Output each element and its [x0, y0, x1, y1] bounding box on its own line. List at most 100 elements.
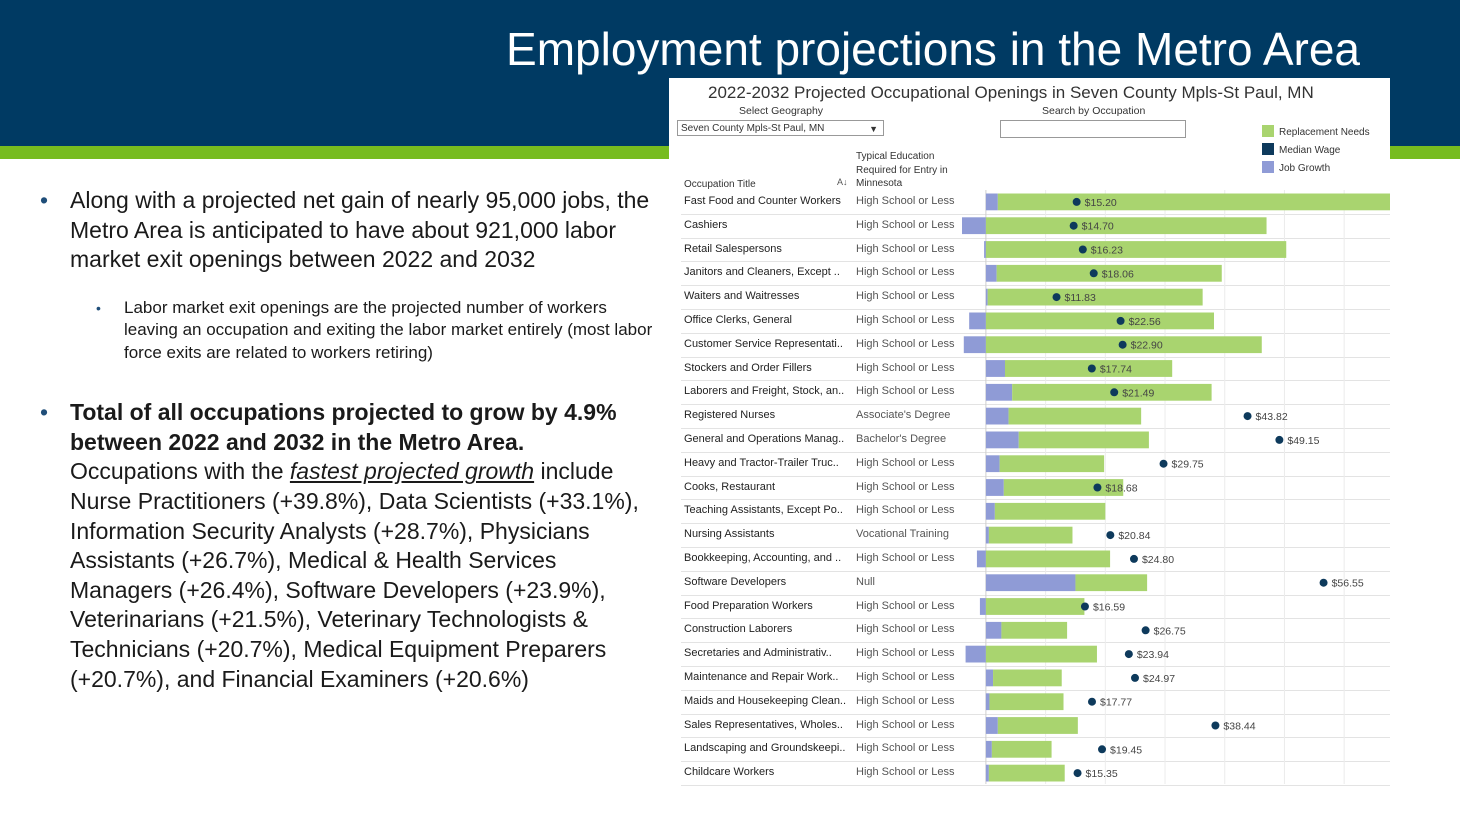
replacement-needs-bar[interactable] — [985, 550, 1111, 568]
median-wage-marker[interactable] — [1078, 245, 1087, 254]
median-wage-marker[interactable] — [1130, 673, 1139, 682]
job-growth-bar[interactable] — [984, 241, 986, 258]
replacement-needs-bar[interactable] — [994, 502, 1106, 520]
table-row[interactable]: Software Developers Null — [681, 571, 1390, 596]
table-row[interactable]: Teaching Assistants, Except Po.. High Sch… — [681, 499, 1390, 525]
job-growth-bar[interactable] — [985, 621, 1002, 639]
table-row[interactable]: Childcare Workers High School or Less — [681, 761, 1390, 786]
job-growth-bar[interactable] — [985, 574, 1076, 592]
median-wage-marker[interactable] — [1141, 626, 1150, 635]
job-growth-bar[interactable] — [985, 383, 1013, 401]
table-row[interactable]: Construction Laborers High School or Less — [681, 618, 1390, 644]
median-wage-marker[interactable] — [1211, 721, 1220, 730]
occupation-search-input[interactable] — [1000, 120, 1186, 138]
replacement-needs-bar[interactable] — [988, 764, 1065, 782]
table-row[interactable]: Sales Representatives, Wholes.. High Scho… — [681, 714, 1390, 739]
job-growth-bar[interactable] — [985, 764, 989, 782]
table-row[interactable]: Secretaries and Administrativ.. High Scho… — [681, 642, 1390, 667]
job-growth-bar[interactable] — [985, 693, 990, 711]
replacement-needs-bar[interactable] — [989, 693, 1064, 711]
table-row[interactable]: Cashiers High School or Less — [681, 214, 1390, 239]
job-growth-bar[interactable] — [979, 598, 986, 615]
median-wage-marker[interactable] — [1116, 316, 1125, 325]
replacement-needs-bar[interactable] — [987, 288, 1203, 306]
job-growth-bar[interactable] — [985, 193, 998, 211]
sort-icon[interactable]: A↓ — [837, 177, 848, 187]
table-row[interactable]: Office Clerks, General High School or Les… — [681, 309, 1390, 334]
replacement-needs-bar[interactable] — [1003, 479, 1124, 496]
median-wage-marker[interactable] — [1129, 554, 1138, 563]
job-growth-bar[interactable] — [985, 264, 997, 282]
median-wage-marker[interactable] — [1159, 459, 1168, 468]
replacement-needs-bar[interactable] — [985, 217, 1267, 235]
median-wage-marker[interactable] — [1124, 650, 1133, 659]
replacement-needs-bar[interactable] — [985, 312, 1214, 330]
job-growth-bar[interactable] — [969, 312, 986, 330]
replacement-needs-bar[interactable] — [1001, 621, 1068, 639]
median-wage-marker[interactable] — [1069, 221, 1078, 230]
median-wage-marker[interactable] — [1118, 340, 1127, 349]
median-wage-marker[interactable] — [1106, 531, 1115, 540]
replacement-needs-bar[interactable] — [997, 193, 1390, 211]
job-growth-bar[interactable] — [985, 669, 994, 687]
table-row[interactable]: Heavy and Tractor-Trailer Truc.. High Sch… — [681, 452, 1390, 477]
median-wage-marker[interactable] — [1080, 602, 1089, 611]
replacement-needs-bar[interactable] — [993, 669, 1062, 687]
table-row[interactable]: Retail Salespersons High School or Less — [681, 238, 1390, 263]
job-growth-bar[interactable] — [985, 502, 995, 520]
job-growth-bar[interactable] — [985, 288, 988, 306]
replacement-needs-bar[interactable] — [985, 241, 1287, 258]
job-growth-bar[interactable] — [985, 740, 992, 758]
median-wage-marker[interactable] — [1087, 697, 1096, 706]
job-growth-bar[interactable] — [985, 526, 989, 544]
median-wage-marker[interactable] — [1072, 197, 1081, 206]
job-growth-bar[interactable] — [963, 336, 986, 354]
median-wage-marker[interactable] — [1073, 769, 1082, 778]
table-row[interactable]: Bookkeeping, Accounting, and .. High Scho… — [681, 547, 1390, 572]
table-row[interactable]: Registered Nurses Associate's Degree — [681, 404, 1390, 429]
job-growth-bar[interactable] — [985, 360, 1005, 377]
median-wage-marker[interactable] — [1098, 745, 1107, 754]
job-growth-bar[interactable] — [985, 717, 998, 734]
column-header-occupation[interactable]: Occupation Title — [684, 179, 756, 190]
replacement-needs-bar[interactable] — [988, 526, 1073, 544]
job-growth-bar[interactable] — [962, 217, 986, 235]
replacement-needs-bar[interactable] — [1018, 431, 1149, 449]
median-wage-marker[interactable] — [1110, 388, 1119, 397]
table-row[interactable]: Maintenance and Repair Work.. High School… — [681, 666, 1390, 691]
job-growth-bar[interactable] — [985, 479, 1004, 496]
table-row[interactable]: General and Operations Manag.. Bachelor's… — [681, 428, 1390, 453]
table-row[interactable]: Landscaping and Groundskeepi.. High Schoo… — [681, 737, 1390, 763]
replacement-needs-bar[interactable] — [1008, 407, 1142, 425]
median-wage-marker[interactable] — [1093, 483, 1102, 492]
replacement-needs-bar[interactable] — [997, 717, 1078, 734]
replacement-needs-bar[interactable] — [996, 264, 1222, 282]
legend-item-wage[interactable]: Median Wage — [1262, 143, 1340, 156]
table-row[interactable]: Stockers and Order Fillers High School or… — [681, 357, 1390, 382]
table-row[interactable]: Customer Service Representati.. High Scho… — [681, 333, 1390, 358]
table-row[interactable]: Maids and Housekeeping Clean.. High Schoo… — [681, 690, 1390, 715]
table-row[interactable]: Fast Food and Counter Workers High School… — [681, 190, 1390, 215]
median-wage-marker[interactable] — [1087, 364, 1096, 373]
table-row[interactable]: Waiters and Waitresses High School or Les… — [681, 285, 1390, 310]
replacement-needs-bar[interactable] — [999, 455, 1105, 473]
legend-item-replacement[interactable]: Replacement Needs — [1262, 125, 1370, 138]
median-wage-marker[interactable] — [1243, 412, 1252, 421]
median-wage-marker[interactable] — [1089, 269, 1098, 278]
replacement-needs-bar[interactable] — [1075, 574, 1148, 592]
replacement-needs-bar[interactable] — [985, 598, 1085, 615]
table-row[interactable]: Laborers and Freight, Stock, an.. High Sc… — [681, 380, 1390, 406]
table-row[interactable]: Nursing Assistants Vocational Training — [681, 523, 1390, 548]
median-wage-marker[interactable] — [1052, 293, 1061, 302]
job-growth-bar[interactable] — [985, 407, 1009, 425]
job-growth-bar[interactable] — [985, 455, 1000, 473]
legend-item-growth[interactable]: Job Growth — [1262, 161, 1330, 174]
replacement-needs-bar[interactable] — [991, 740, 1052, 758]
median-wage-marker[interactable] — [1275, 435, 1284, 444]
table-row[interactable]: Food Preparation Workers High School or L… — [681, 595, 1390, 620]
job-growth-bar[interactable] — [965, 645, 986, 663]
table-row[interactable]: Cooks, Restaurant High School or Less — [681, 476, 1390, 501]
replacement-needs-bar[interactable] — [985, 645, 1097, 663]
job-growth-bar[interactable] — [976, 550, 986, 568]
median-wage-marker[interactable] — [1319, 578, 1328, 587]
